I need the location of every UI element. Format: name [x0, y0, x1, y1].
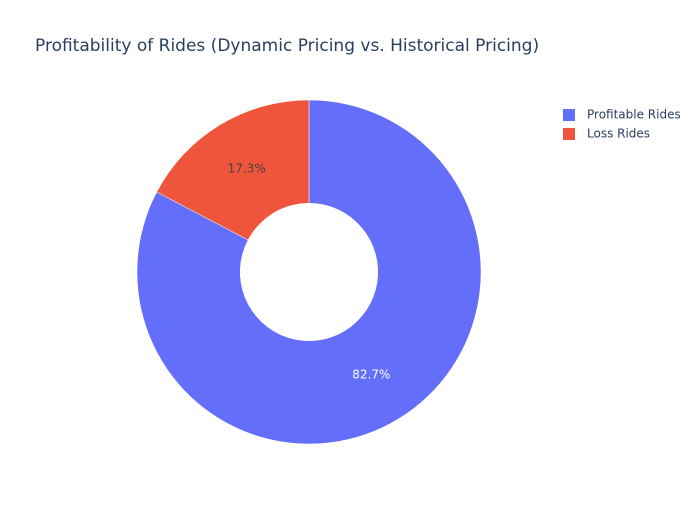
chart-title: Profitability of Rides (Dynamic Pricing …	[35, 36, 539, 56]
legend-marker	[563, 128, 575, 140]
pie-slice	[136, 99, 482, 445]
legend-marker	[563, 109, 575, 121]
slice-label: 17.3%	[228, 161, 266, 175]
legend-label: Profitable Rides	[587, 108, 681, 122]
pie-slice	[156, 99, 310, 241]
slice-label: 82.7%	[352, 368, 390, 382]
legend-label: Loss Rides	[587, 127, 650, 141]
